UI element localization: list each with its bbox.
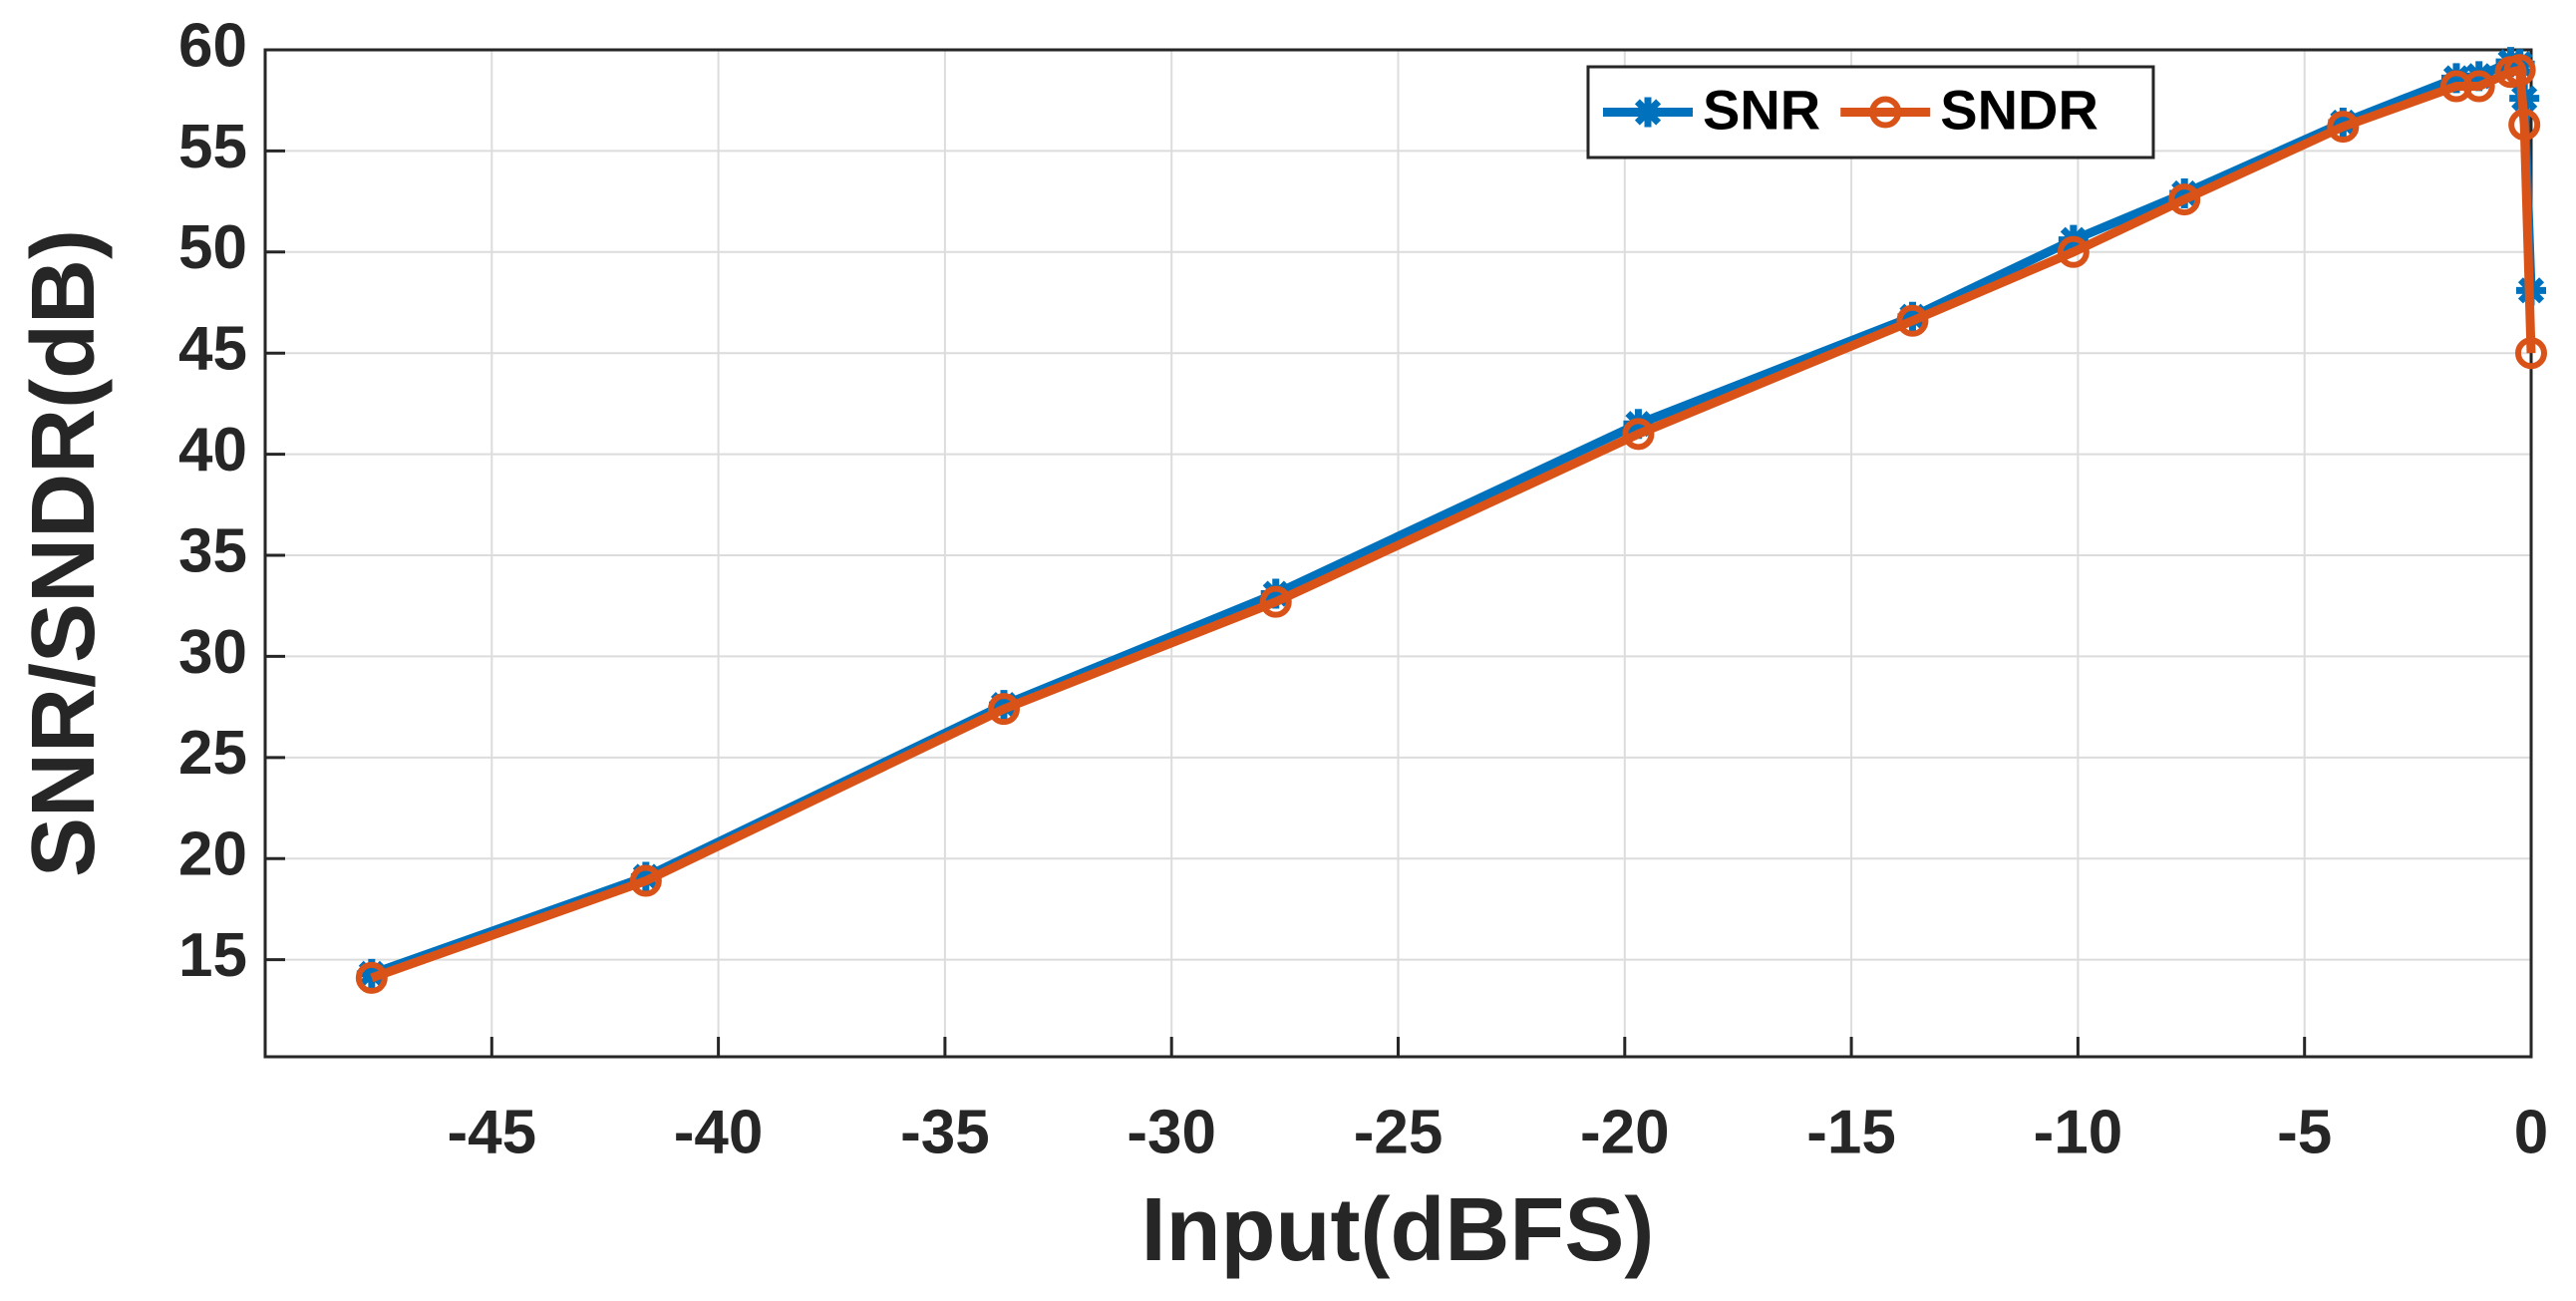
y-tick-label: 45 [178, 315, 247, 384]
x-tick-label: -5 [2277, 1098, 2332, 1166]
y-tick-label: 15 [178, 921, 247, 990]
x-tick-label: -15 [1806, 1098, 1896, 1166]
x-tick-label: -20 [1580, 1098, 1670, 1166]
marker [2462, 70, 2495, 103]
marker [1896, 304, 1929, 337]
legend-label: SNDR [1940, 78, 2098, 141]
x-tick-label: -30 [1127, 1098, 1216, 1166]
x-tick-label: -25 [1354, 1098, 1444, 1166]
marker [987, 693, 1020, 726]
series-line [370, 65, 2536, 983]
x-tick-label: -40 [674, 1098, 764, 1166]
x-tick-label: 0 [2514, 1098, 2548, 1166]
x-tick-label: -45 [447, 1098, 536, 1166]
axes-box [263, 48, 2533, 1059]
y-tick-label: 25 [178, 719, 247, 788]
legend-label: SNR [1703, 78, 1820, 141]
marker [1869, 96, 1902, 129]
marker [2515, 337, 2547, 370]
marker [2057, 235, 2090, 268]
y-tick-label: 20 [178, 820, 247, 889]
y-tick-label: 55 [178, 113, 247, 181]
marker [629, 864, 662, 897]
marker [2327, 111, 2360, 144]
y-tick-label: 50 [178, 213, 247, 282]
marker [1259, 585, 1292, 618]
marker [2503, 54, 2536, 87]
marker [2168, 183, 2201, 216]
y-tick-label: 35 [178, 516, 247, 585]
y-tick-label: 30 [178, 618, 247, 687]
y-tick-label: 60 [178, 11, 247, 80]
marker [2439, 70, 2472, 103]
marker [1260, 578, 1291, 609]
marker [2440, 63, 2471, 94]
y-tick-label: 40 [178, 416, 247, 485]
y-axis-label: SNR/SNDR(dB) [14, 229, 114, 877]
x-axis-label: Input(dBFS) [1141, 1180, 1655, 1280]
marker [2508, 109, 2541, 142]
legend: SNR SNDR [1586, 65, 2155, 160]
marker [2169, 177, 2200, 208]
marker [1633, 97, 1663, 128]
marker [355, 961, 388, 994]
x-tick-label: -10 [2034, 1098, 2123, 1166]
x-tick-label: -35 [900, 1098, 990, 1166]
marker [1622, 418, 1655, 451]
